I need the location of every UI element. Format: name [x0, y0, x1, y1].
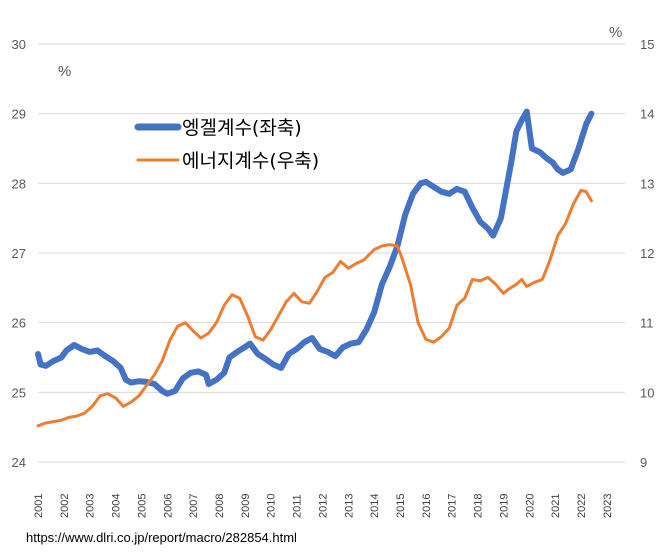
y-right-tick-label: 11 — [640, 316, 654, 331]
x-tick-label: 2021 — [550, 494, 562, 518]
y-right-tick-label: 13 — [640, 176, 654, 191]
x-tick-label: 2004 — [111, 494, 123, 518]
x-tick-label: 2006 — [162, 494, 174, 518]
y-left-tick-label: 30 — [12, 37, 26, 52]
x-tick-label: 2016 — [421, 494, 433, 518]
x-tick-label: 2017 — [447, 494, 459, 518]
y-right-tick-label: 12 — [640, 246, 654, 261]
x-tick-label: 2022 — [576, 494, 588, 518]
legend-label-engel: 엥겔계수(좌축) — [182, 117, 302, 139]
x-tick-label: 2001 — [33, 494, 45, 518]
x-tick-label: 2020 — [524, 494, 536, 518]
gridlines — [38, 43, 625, 463]
series-line-energy — [36, 188, 593, 428]
x-tick-label: 2005 — [136, 494, 148, 518]
x-tick-label: 2011 — [292, 494, 304, 518]
x-tick-label: 2015 — [395, 494, 407, 518]
y-left-tick-label: 28 — [12, 176, 26, 191]
x-tick-label: 2023 — [602, 494, 614, 518]
y-left-tick-label: 25 — [12, 385, 26, 400]
y-left-tick-label: 29 — [12, 107, 26, 122]
y-left-tick-label: 27 — [12, 246, 26, 261]
x-tick-label: 2008 — [214, 494, 226, 518]
x-tick-label: 2018 — [473, 494, 485, 518]
x-tick-label: 2002 — [59, 494, 71, 518]
series-lines — [35, 108, 595, 428]
y-left-tick-label: 26 — [12, 316, 26, 331]
y-axis-right: 9 10 11 12 13 14 15 — [640, 37, 654, 470]
y-right-tick-label: 14 — [640, 107, 654, 122]
x-tick-label: 2003 — [85, 494, 97, 518]
x-tick-label: 2007 — [188, 494, 200, 518]
x-tick-label: 2009 — [240, 494, 252, 518]
series-line-engel — [35, 108, 595, 397]
y-axis-left: 24 25 26 27 28 29 30 — [12, 37, 26, 470]
x-tick-label: 2010 — [266, 494, 278, 518]
y-right-tick-label: 9 — [640, 455, 647, 470]
y-right-tick-label: 15 — [640, 37, 654, 52]
y-right-tick-label: 10 — [640, 385, 654, 400]
source-url: https://www.dlri.co.jp/report/macro/2828… — [26, 530, 297, 545]
x-axis: 2001 2002 2003 2004 2005 2006 2007 2008 2009 2010… — [33, 494, 614, 518]
x-tick-label: 2014 — [369, 494, 381, 518]
x-tick-label: 2013 — [343, 494, 355, 518]
y-left-tick-label: 24 — [12, 455, 26, 470]
x-tick-label: 2019 — [498, 494, 510, 518]
legend: 엥겔계수(좌축) 에너지계수(우축) — [134, 117, 319, 172]
legend-label-energy: 에너지계수(우축) — [182, 150, 319, 172]
left-axis-unit: % — [58, 63, 71, 80]
x-tick-label: 2012 — [317, 494, 329, 518]
right-axis-unit: % — [609, 24, 622, 41]
